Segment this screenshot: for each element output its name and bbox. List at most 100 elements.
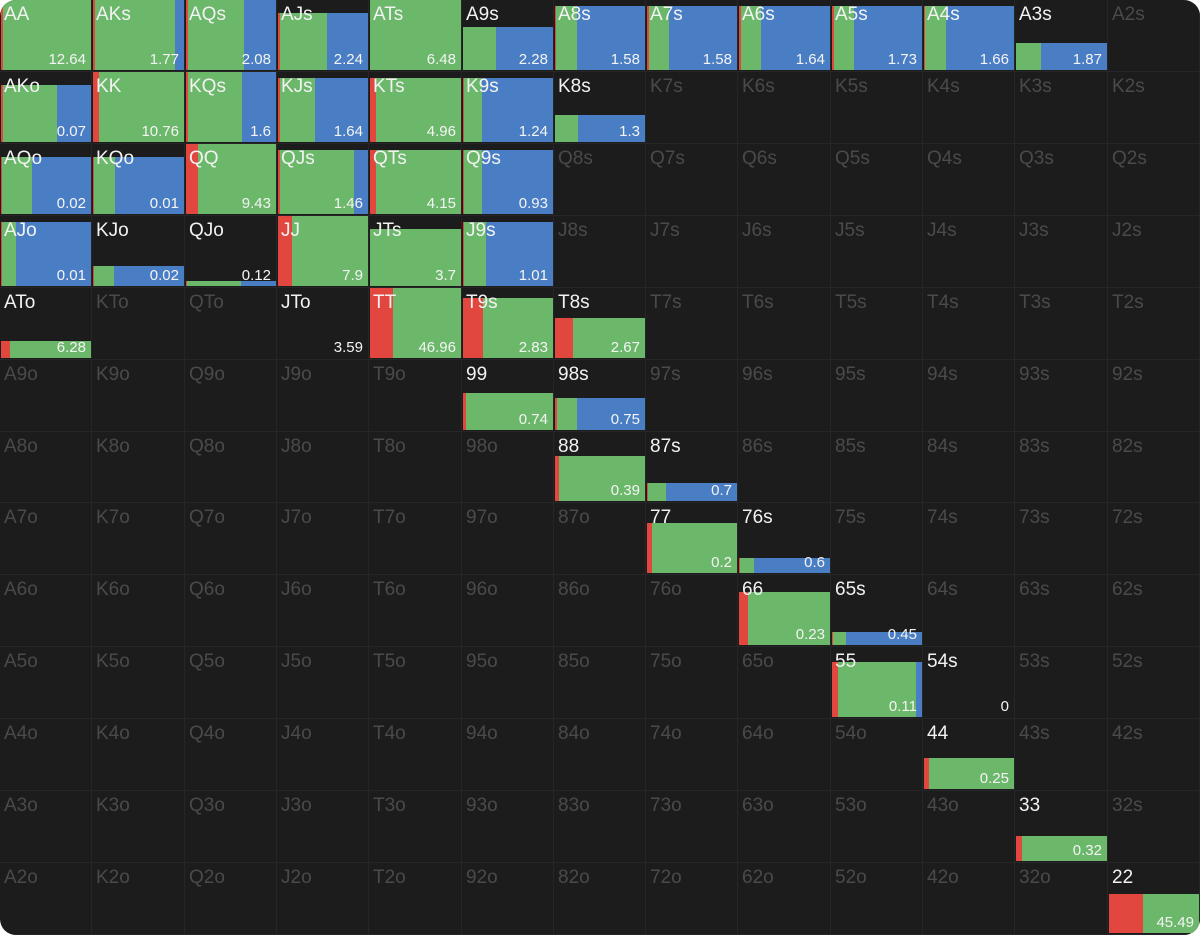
hand-cell-76o[interactable]: 76o	[646, 575, 738, 647]
hand-cell-a8o[interactable]: A8o	[0, 432, 92, 503]
hand-cell-72o[interactable]: 72o	[646, 863, 738, 935]
hand-cell-98o[interactable]: 98o	[462, 432, 554, 503]
hand-cell-q8s[interactable]: Q8s	[554, 144, 646, 216]
hand-cell-95s[interactable]: 95s	[831, 360, 923, 432]
hand-cell-k4s[interactable]: K4s	[923, 72, 1015, 144]
hand-cell-j7o[interactable]: J7o	[277, 503, 369, 575]
hand-cell-kqs[interactable]: KQs 1.6	[185, 72, 277, 144]
hand-cell-j7s[interactable]: J7s	[646, 216, 738, 288]
hand-cell-k4o[interactable]: K4o	[92, 719, 185, 791]
hand-cell-j4s[interactable]: J4s	[923, 216, 1015, 288]
hand-cell-t2s[interactable]: T2s	[1108, 288, 1200, 360]
hand-cell-75s[interactable]: 75s	[831, 503, 923, 575]
hand-cell-k7o[interactable]: K7o	[92, 503, 185, 575]
hand-cell-j9o[interactable]: J9o	[277, 360, 369, 432]
hand-cell-97o[interactable]: 97o	[462, 503, 554, 575]
hand-cell-a7s[interactable]: A7s 1.58	[646, 0, 738, 72]
hand-cell-65s[interactable]: 65s 0.45	[831, 575, 923, 647]
hand-cell-87s[interactable]: 87s 0.7	[646, 432, 738, 503]
hand-cell-t3s[interactable]: T3s	[1015, 288, 1108, 360]
hand-cell-qjs[interactable]: QJs 1.46	[277, 144, 369, 216]
hand-cell-t6s[interactable]: T6s	[738, 288, 831, 360]
hand-cell-t7s[interactable]: T7s	[646, 288, 738, 360]
hand-cell-j3s[interactable]: J3s	[1015, 216, 1108, 288]
hand-cell-k7s[interactable]: K7s	[646, 72, 738, 144]
hand-cell-52s[interactable]: 52s	[1108, 647, 1200, 719]
hand-cell-j9s[interactable]: J9s 1.01	[462, 216, 554, 288]
hand-cell-86s[interactable]: 86s	[738, 432, 831, 503]
hand-cell-q3o[interactable]: Q3o	[185, 791, 277, 863]
hand-cell-k5s[interactable]: K5s	[831, 72, 923, 144]
hand-cell-q2s[interactable]: Q2s	[1108, 144, 1200, 216]
hand-cell-74o[interactable]: 74o	[646, 719, 738, 791]
hand-cell-t5o[interactable]: T5o	[369, 647, 462, 719]
hand-cell-t7o[interactable]: T7o	[369, 503, 462, 575]
hand-cell-93o[interactable]: 93o	[462, 791, 554, 863]
hand-cell-t8s[interactable]: T8s 2.67	[554, 288, 646, 360]
hand-cell-33[interactable]: 33 0.32	[1015, 791, 1108, 863]
hand-cell-j4o[interactable]: J4o	[277, 719, 369, 791]
hand-cell-j8s[interactable]: J8s	[554, 216, 646, 288]
hand-cell-k8o[interactable]: K8o	[92, 432, 185, 503]
hand-cell-a8s[interactable]: A8s 1.58	[554, 0, 646, 72]
hand-cell-a5o[interactable]: A5o	[0, 647, 92, 719]
hand-cell-84o[interactable]: 84o	[554, 719, 646, 791]
hand-cell-j3o[interactable]: J3o	[277, 791, 369, 863]
hand-cell-77[interactable]: 77 0.2	[646, 503, 738, 575]
hand-cell-k6s[interactable]: K6s	[738, 72, 831, 144]
hand-cell-62o[interactable]: 62o	[738, 863, 831, 935]
hand-cell-t6o[interactable]: T6o	[369, 575, 462, 647]
hand-cell-54o[interactable]: 54o	[831, 719, 923, 791]
hand-cell-q5o[interactable]: Q5o	[185, 647, 277, 719]
hand-cell-65o[interactable]: 65o	[738, 647, 831, 719]
hand-cell-q9o[interactable]: Q9o	[185, 360, 277, 432]
hand-cell-92o[interactable]: 92o	[462, 863, 554, 935]
hand-cell-k3o[interactable]: K3o	[92, 791, 185, 863]
hand-cell-jto[interactable]: JTo 3.59	[277, 288, 369, 360]
hand-cell-kjo[interactable]: KJo 0.02	[92, 216, 185, 288]
hand-cell-q9s[interactable]: Q9s 0.93	[462, 144, 554, 216]
hand-cell-a4s[interactable]: A4s 1.66	[923, 0, 1015, 72]
hand-cell-42o[interactable]: 42o	[923, 863, 1015, 935]
hand-cell-64o[interactable]: 64o	[738, 719, 831, 791]
hand-cell-t3o[interactable]: T3o	[369, 791, 462, 863]
hand-cell-a2o[interactable]: A2o	[0, 863, 92, 935]
hand-cell-aa[interactable]: AA 12.64	[0, 0, 92, 72]
hand-cell-98s[interactable]: 98s 0.75	[554, 360, 646, 432]
hand-cell-q6s[interactable]: Q6s	[738, 144, 831, 216]
hand-cell-k2s[interactable]: K2s	[1108, 72, 1200, 144]
hand-cell-88[interactable]: 88 0.39	[554, 432, 646, 503]
hand-cell-a6s[interactable]: A6s 1.64	[738, 0, 831, 72]
hand-cell-a2s[interactable]: A2s	[1108, 0, 1200, 72]
hand-cell-k5o[interactable]: K5o	[92, 647, 185, 719]
hand-cell-t8o[interactable]: T8o	[369, 432, 462, 503]
hand-cell-82o[interactable]: 82o	[554, 863, 646, 935]
hand-cell-k9o[interactable]: K9o	[92, 360, 185, 432]
hand-cell-k3s[interactable]: K3s	[1015, 72, 1108, 144]
hand-cell-ako[interactable]: AKo 0.07	[0, 72, 92, 144]
hand-cell-83s[interactable]: 83s	[1015, 432, 1108, 503]
hand-cell-96o[interactable]: 96o	[462, 575, 554, 647]
hand-cell-t9s[interactable]: T9s 2.83	[462, 288, 554, 360]
hand-cell-32s[interactable]: 32s	[1108, 791, 1200, 863]
hand-cell-kk[interactable]: KK 10.76	[92, 72, 185, 144]
hand-cell-54s[interactable]: 54s 0	[923, 647, 1015, 719]
hand-cell-t4o[interactable]: T4o	[369, 719, 462, 791]
hand-cell-q4s[interactable]: Q4s	[923, 144, 1015, 216]
hand-cell-99[interactable]: 99 0.74	[462, 360, 554, 432]
hand-cell-kts[interactable]: KTs 4.96	[369, 72, 462, 144]
hand-cell-q8o[interactable]: Q8o	[185, 432, 277, 503]
hand-cell-93s[interactable]: 93s	[1015, 360, 1108, 432]
hand-cell-a6o[interactable]: A6o	[0, 575, 92, 647]
hand-cell-q5s[interactable]: Q5s	[831, 144, 923, 216]
hand-cell-63o[interactable]: 63o	[738, 791, 831, 863]
hand-cell-64s[interactable]: 64s	[923, 575, 1015, 647]
hand-cell-82s[interactable]: 82s	[1108, 432, 1200, 503]
hand-cell-q4o[interactable]: Q4o	[185, 719, 277, 791]
hand-cell-76s[interactable]: 76s 0.6	[738, 503, 831, 575]
hand-cell-j6s[interactable]: J6s	[738, 216, 831, 288]
hand-cell-qjo[interactable]: QJo 0.12	[185, 216, 277, 288]
hand-cell-a4o[interactable]: A4o	[0, 719, 92, 791]
hand-cell-85o[interactable]: 85o	[554, 647, 646, 719]
hand-cell-a7o[interactable]: A7o	[0, 503, 92, 575]
